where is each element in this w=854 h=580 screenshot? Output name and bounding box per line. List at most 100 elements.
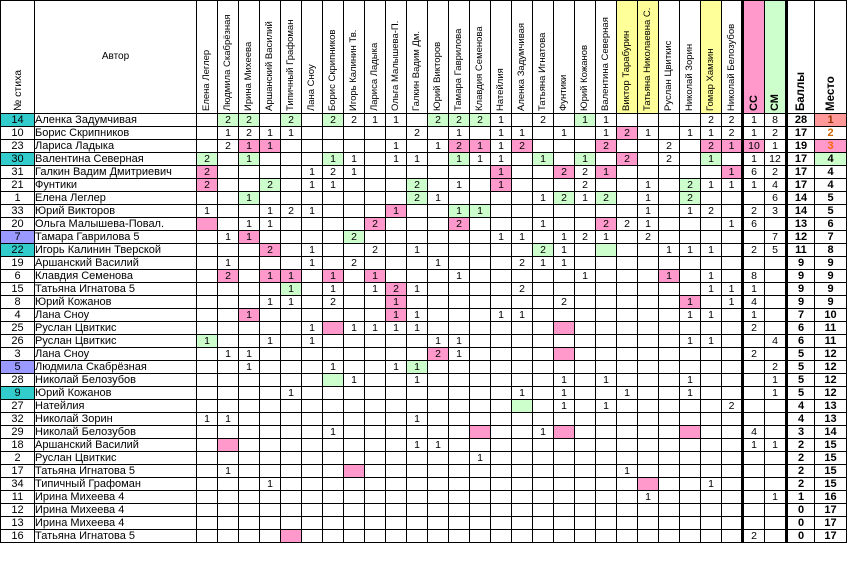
score-cell: [616, 438, 638, 452]
score-cell: [364, 230, 386, 244]
place: 15: [814, 451, 847, 465]
score-cell: [427, 490, 449, 504]
score-cell: [658, 113, 680, 127]
score-cell: [469, 191, 491, 205]
score-cell: [490, 191, 512, 205]
total-score: 5: [785, 373, 815, 387]
total-score: 0: [785, 529, 815, 543]
total-score: 7: [785, 308, 815, 322]
score-cell: [217, 217, 239, 231]
score-cell: [532, 178, 554, 192]
score-cell: [217, 334, 239, 348]
score-cell: [721, 529, 743, 543]
total-score: 17: [785, 126, 815, 140]
score-cell: [427, 412, 449, 426]
score-cell: 2: [616, 152, 638, 166]
score-cell: 2: [721, 113, 743, 127]
score-cell: [469, 399, 491, 413]
score-cell: [364, 386, 386, 400]
score-cell: [721, 204, 743, 218]
score-cell: 1: [259, 126, 281, 140]
score-cell: 1: [637, 126, 659, 140]
score-cell: [259, 451, 281, 465]
score-cell: [196, 126, 218, 140]
score-cell: 3: [764, 204, 787, 218]
score-cell: [301, 347, 323, 361]
score-cell: [764, 451, 787, 465]
score-cell: 1: [343, 373, 365, 387]
score-cell: 2: [741, 243, 765, 257]
score-cell: 2: [511, 256, 533, 270]
score-cell: [238, 165, 260, 179]
score-cell: [196, 191, 218, 205]
score-cell: [427, 308, 449, 322]
score-cell: [343, 399, 365, 413]
score-cell: [658, 386, 680, 400]
score-cell: [658, 217, 680, 231]
score-cell: [637, 347, 659, 361]
score-cell: [679, 230, 701, 244]
score-cell: [217, 516, 239, 530]
judge-name: Николай Зорин: [684, 43, 695, 111]
score-cell: [448, 230, 470, 244]
score-cell: [764, 412, 787, 426]
score-cell: [196, 477, 218, 491]
header-num-label: № стиха: [11, 69, 24, 111]
score-cell: [616, 451, 638, 465]
score-cell: 1: [700, 269, 722, 283]
score-cell: [448, 386, 470, 400]
total-score: 12: [785, 230, 815, 244]
score-cell: 2: [741, 204, 765, 218]
score-cell: [490, 425, 512, 439]
score-cell: [679, 490, 701, 504]
score-cell: 1: [700, 126, 722, 140]
score-cell: [679, 503, 701, 517]
score-cell: [532, 308, 554, 322]
score-cell: [721, 256, 743, 270]
score-cell: [721, 373, 743, 387]
score-cell: [741, 373, 765, 387]
score-cell: [658, 360, 680, 374]
score-cell: [196, 256, 218, 270]
score-cell: [427, 516, 449, 530]
score-cell: [343, 126, 365, 140]
score-cell: [469, 529, 491, 543]
score-cell: [406, 399, 428, 413]
score-cell: 2: [322, 113, 344, 127]
score-cell: [616, 425, 638, 439]
score-cell: [217, 438, 239, 452]
header-judge: Елена Леглер: [196, 0, 218, 114]
score-cell: [364, 477, 386, 491]
score-cell: [658, 412, 680, 426]
score-cell: [301, 490, 323, 504]
table-row: 4 Лана Сноу 1 1 1 1 1 1 1 1 7 10: [0, 308, 847, 322]
score-cell: [196, 269, 218, 283]
author-name: Типичный Графоман: [34, 477, 197, 491]
score-cell: [658, 334, 680, 348]
score-cell: 1: [490, 139, 512, 153]
poem-number: 3: [0, 347, 35, 361]
score-cell: [343, 464, 365, 478]
score-cell: [448, 282, 470, 296]
score-cell: 2: [700, 204, 722, 218]
score-cell: [301, 217, 323, 231]
score-cell: [427, 204, 449, 218]
score-cell: 1: [259, 204, 281, 218]
score-cell: [280, 178, 302, 192]
score-cell: [700, 360, 722, 374]
place: 15: [814, 477, 847, 491]
score-cell: 1: [385, 113, 407, 127]
score-cell: [511, 269, 533, 283]
score-cell: 1: [385, 152, 407, 166]
score-cell: [385, 425, 407, 439]
score-cell: 1: [259, 334, 281, 348]
score-cell: [217, 282, 239, 296]
score-cell: 1: [679, 243, 701, 257]
table-row: 29 Николай Белозубов 1 1 4 3 14: [0, 425, 847, 439]
score-cell: [385, 373, 407, 387]
judge-name: Людмила Скабрёзная: [222, 14, 233, 111]
score-cell: [764, 516, 787, 530]
scores-table: № стиха Автор Елена Леглер Людмила Скабрёзн…: [0, 0, 847, 543]
score-cell: [196, 217, 218, 231]
